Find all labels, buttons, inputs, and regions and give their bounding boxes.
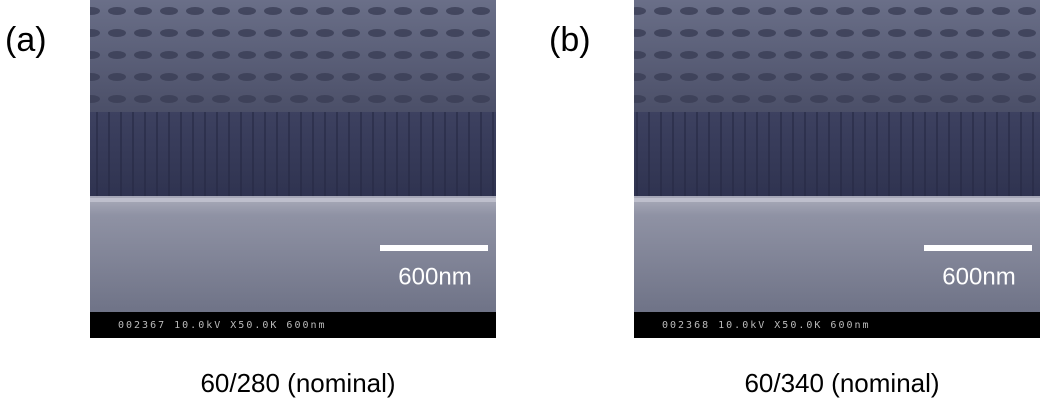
sem-stripes <box>90 112 496 198</box>
sem-interface <box>90 196 496 202</box>
figure-canvas: 002367 10.0kV X50.0K 600nm 600nm (a) 60/280… <box>0 0 1047 403</box>
sem-holes <box>634 0 1040 112</box>
caption: 60/340 (nominal) <box>744 368 939 398</box>
caption: 60/280 (nominal) <box>200 368 395 398</box>
figure: 002367 10.0kV X50.0K 600nm 600nm (a) 60/280… <box>0 0 1047 403</box>
sem-image: 002368 10.0kV X50.0K 600nm 600nm (b) 60/340… <box>549 0 1040 398</box>
scale-bar-label: 600nm <box>942 263 1015 290</box>
info-bar-text: 002367 10.0kV X50.0K 600nm <box>118 320 327 331</box>
sem-substrate <box>90 198 496 312</box>
sem-image: 002367 10.0kV X50.0K 600nm 600nm (a) 60/280… <box>5 0 496 398</box>
panel-label: (b) <box>549 21 591 59</box>
sem-interface <box>634 196 1040 202</box>
sem-substrate <box>634 198 1040 312</box>
info-bar-text: 002368 10.0kV X50.0K 600nm <box>662 320 871 331</box>
sem-holes <box>90 0 496 112</box>
panel-label: (a) <box>5 21 47 59</box>
scale-bar-label: 600nm <box>398 263 471 290</box>
sem-stripes <box>634 112 1040 198</box>
